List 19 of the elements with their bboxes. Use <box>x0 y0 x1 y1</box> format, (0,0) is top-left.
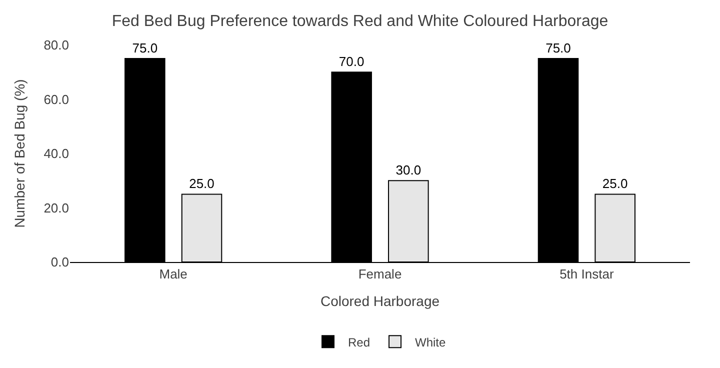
y-tick-label: 20.0 <box>44 200 69 216</box>
data-label: 75.0 <box>546 40 571 56</box>
y-tick-label: 0.0 <box>50 254 69 270</box>
data-label: 70.0 <box>338 54 364 70</box>
y-tick-label: 40.0 <box>44 146 69 162</box>
y-axis-title: Number of Bed Bug (%) <box>11 79 28 228</box>
y-tick-label: 80.0 <box>44 38 69 53</box>
x-tick-label: Male <box>159 266 188 282</box>
chart-title: Fed Bed Bug Preference towards Red and White Coloured Harborage <box>112 12 608 30</box>
x-axis-title: Colored Harborage <box>320 292 440 309</box>
data-label: 75.0 <box>132 40 158 56</box>
legend-label: Red <box>348 335 370 350</box>
legend-label: White <box>415 335 446 350</box>
y-tick-label: 60.0 <box>44 92 69 107</box>
data-label: 25.0 <box>602 176 628 192</box>
x-tick-label: Female <box>358 266 402 282</box>
data-label: 30.0 <box>396 162 422 178</box>
data-label: 25.0 <box>189 176 214 192</box>
x-tick-label: 5th Instar <box>560 266 614 282</box>
